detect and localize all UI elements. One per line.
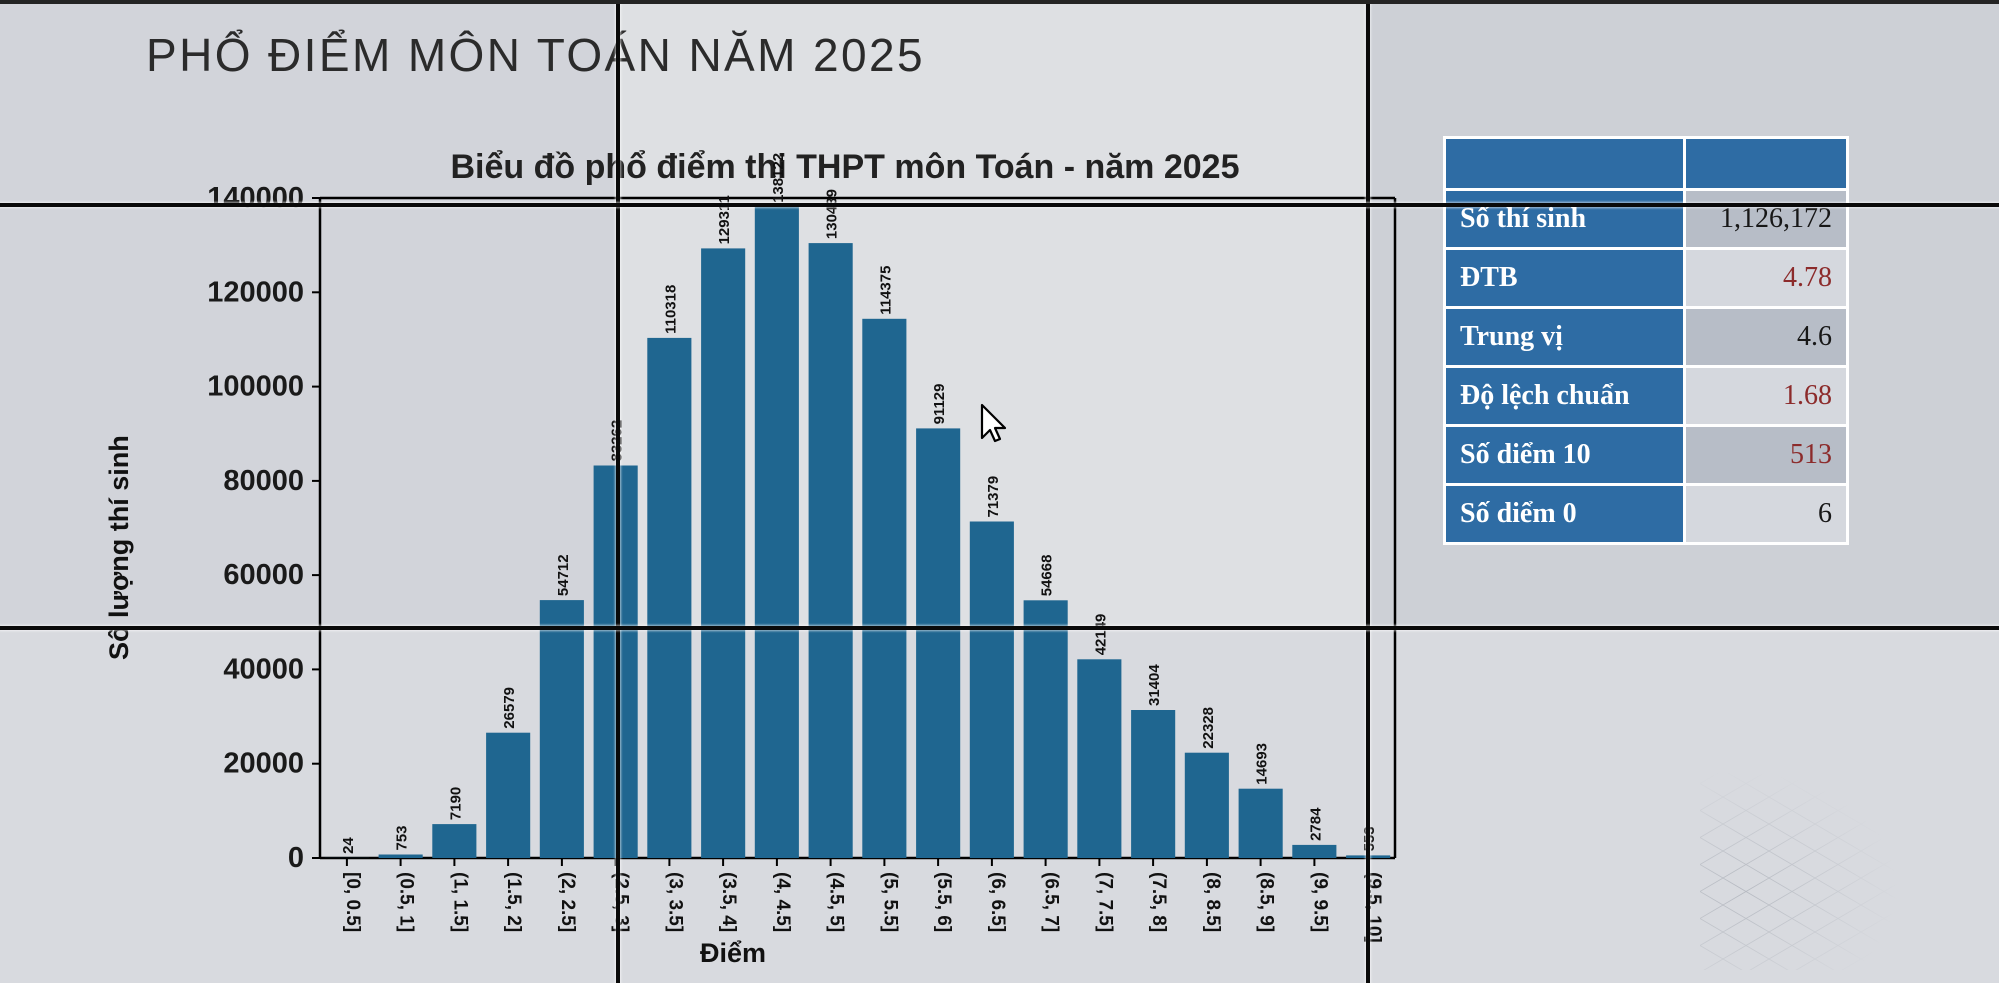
svg-text:110318: 110318	[662, 285, 679, 334]
svg-text:(6, 6.5]: (6, 6.5]	[987, 872, 1008, 932]
svg-text:130439: 130439	[824, 189, 841, 239]
svg-text:24: 24	[340, 837, 357, 854]
svg-text:(4, 4.5]: (4, 4.5]	[772, 872, 793, 932]
svg-text:60000: 60000	[223, 559, 304, 591]
svg-text:114375: 114375	[877, 266, 894, 315]
svg-text:(8, 8.5]: (8, 8.5]	[1202, 872, 1223, 932]
svg-text:(7, 7.5]: (7, 7.5]	[1094, 872, 1115, 932]
svg-text:(8.5, 9]: (8.5, 9]	[1256, 872, 1277, 932]
svg-text:(2, 2.5]: (2, 2.5]	[557, 872, 578, 932]
svg-text:753: 753	[394, 825, 411, 850]
svg-text:(1.5, 2]: (1.5, 2]	[503, 872, 524, 932]
svg-text:(5.5, 6]: (5.5, 6]	[933, 872, 954, 932]
svg-text:14693: 14693	[1254, 743, 1271, 785]
svg-text:(3.5, 4]: (3.5, 4]	[718, 872, 739, 932]
svg-text:(7.5, 8]: (7.5, 8]	[1148, 872, 1169, 932]
svg-text:71379: 71379	[985, 476, 1002, 518]
svg-text:(6.5, 7]: (6.5, 7]	[1041, 872, 1062, 932]
svg-text:7190: 7190	[447, 787, 464, 820]
svg-text:(3, 3.5]: (3, 3.5]	[664, 872, 685, 932]
svg-text:138122: 138122	[770, 153, 787, 203]
svg-text:(9, 9.5]: (9, 9.5]	[1309, 872, 1330, 932]
svg-text:(5, 5.5]: (5, 5.5]	[879, 872, 900, 932]
svg-text:[0, 0.5]: [0, 0.5]	[342, 872, 363, 932]
svg-text:120000: 120000	[207, 276, 304, 308]
svg-text:2784: 2784	[1307, 807, 1324, 841]
svg-text:54712: 54712	[555, 554, 572, 596]
svg-text:(1, 1.5]: (1, 1.5]	[449, 872, 470, 932]
svg-text:54668: 54668	[1039, 555, 1056, 597]
svg-text:(4.5, 5]: (4.5, 5]	[826, 872, 847, 932]
svg-text:100000: 100000	[207, 371, 304, 403]
svg-text:91129: 91129	[931, 384, 948, 425]
svg-text:31404: 31404	[1146, 664, 1163, 706]
svg-text:80000: 80000	[223, 465, 304, 497]
svg-text:140000: 140000	[207, 182, 304, 214]
svg-text:(0.5, 1]: (0.5, 1]	[396, 872, 417, 932]
svg-text:22328: 22328	[1200, 707, 1217, 749]
svg-text:26579: 26579	[501, 687, 518, 729]
svg-text:20000: 20000	[223, 748, 304, 780]
svg-text:(2.5, 3]: (2.5, 3]	[611, 872, 632, 932]
svg-text:40000: 40000	[223, 653, 304, 685]
svg-text:0: 0	[288, 842, 304, 874]
svg-text:42149: 42149	[1092, 614, 1109, 656]
